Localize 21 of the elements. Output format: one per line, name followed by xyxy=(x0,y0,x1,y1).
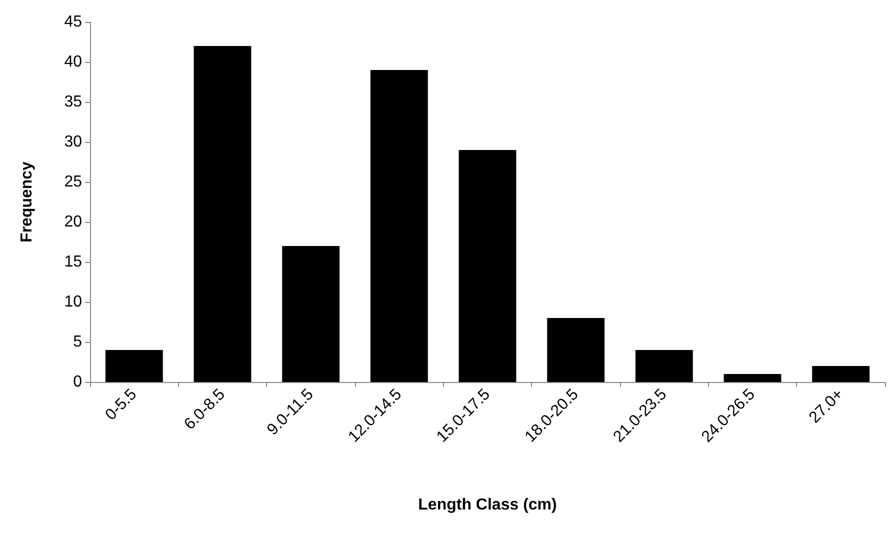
bar xyxy=(724,374,782,382)
y-tick-label: 20 xyxy=(64,214,82,230)
y-tick-label: 30 xyxy=(64,134,82,150)
y-tick-label: 25 xyxy=(64,174,82,190)
bar xyxy=(282,246,340,382)
bar xyxy=(547,318,605,382)
bar xyxy=(194,46,252,382)
bar xyxy=(105,350,163,382)
y-tick-label: 10 xyxy=(64,294,82,310)
bar xyxy=(812,366,870,382)
y-tick-label: 0 xyxy=(73,374,82,390)
y-axis-title: Frequency xyxy=(18,161,36,242)
y-tick-label: 5 xyxy=(73,334,82,350)
y-tick-label: 40 xyxy=(64,54,82,70)
bar xyxy=(458,150,516,382)
y-tick-label: 35 xyxy=(64,94,82,110)
bar xyxy=(635,350,693,382)
x-axis-title: Length Class (cm) xyxy=(418,496,557,514)
y-tick-label: 15 xyxy=(64,254,82,270)
y-tick-label: 45 xyxy=(64,14,82,30)
bar xyxy=(370,70,428,382)
